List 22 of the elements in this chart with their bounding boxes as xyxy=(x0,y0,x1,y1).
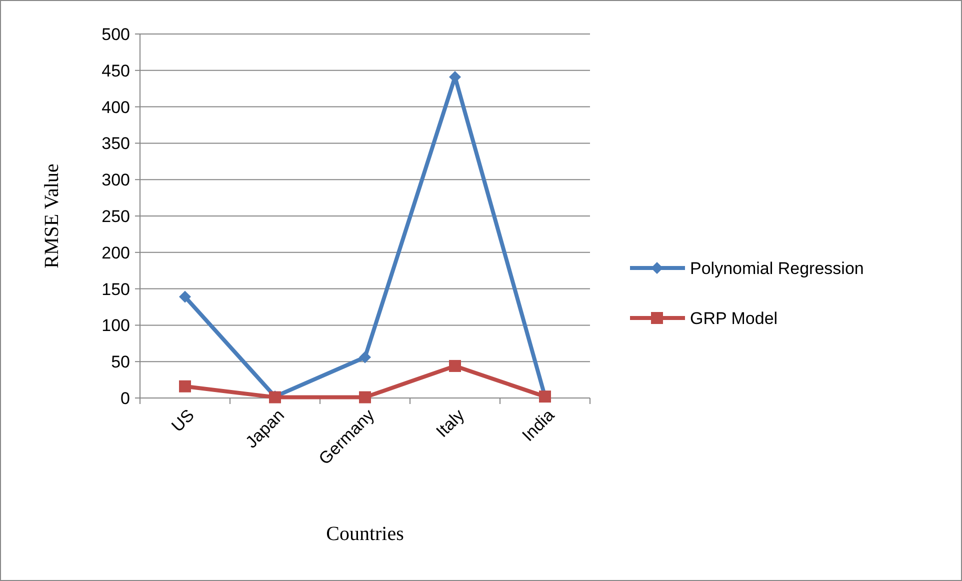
y-tick-label: 100 xyxy=(102,316,130,336)
y-tick-label: 500 xyxy=(102,24,130,44)
y-tick-label: 150 xyxy=(102,280,130,299)
legend-label: Polynomial Regression xyxy=(690,258,864,278)
y-tick-label: 300 xyxy=(102,170,130,190)
y-tick-label: 350 xyxy=(102,134,130,154)
point xyxy=(179,380,191,392)
y-tick-label: 0 xyxy=(120,388,130,408)
x-tick-label: US xyxy=(168,406,198,436)
y-tick-label: 250 xyxy=(102,206,130,226)
point xyxy=(359,351,371,364)
legend-label: GRP Model xyxy=(690,308,778,328)
x-axis-title: Countries xyxy=(326,523,404,545)
y-axis-title: RMSE Value xyxy=(41,164,63,268)
x-tick-label: Italy xyxy=(432,405,468,442)
point xyxy=(359,391,371,404)
y-tick-label: 450 xyxy=(102,61,130,80)
y-tick-label: 50 xyxy=(111,352,130,372)
point xyxy=(179,290,191,303)
y-tick-label: 400 xyxy=(102,98,130,117)
point xyxy=(449,360,461,372)
y-tick-label: 200 xyxy=(102,243,130,262)
